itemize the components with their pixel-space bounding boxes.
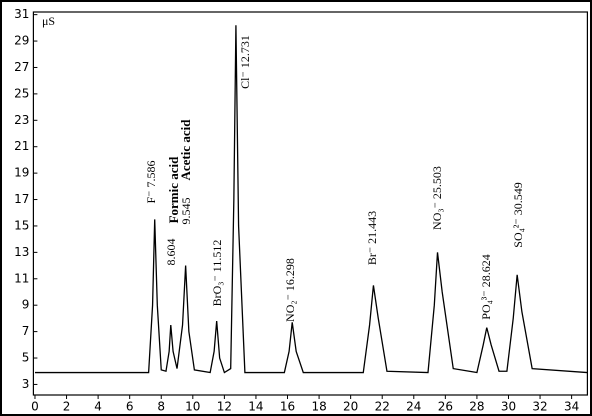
- peak-label: F⁻ 7.586: [144, 160, 158, 203]
- x-tick-label: 10: [185, 400, 200, 414]
- x-tick-label: 2: [63, 400, 71, 414]
- y-tick-label: 23: [14, 113, 29, 127]
- peak-label: Formic acid: [166, 156, 181, 224]
- peak-label: Br⁻ 21.443: [365, 211, 379, 265]
- y-tick-label: 25: [14, 86, 29, 100]
- x-tick-label: 8: [157, 400, 165, 414]
- trace: [34, 25, 588, 374]
- y-tick-label: 17: [14, 192, 29, 206]
- x-tick-label: 26: [438, 400, 453, 414]
- y-tick-label: 19: [14, 166, 29, 180]
- x-tick-label: 16: [280, 400, 295, 414]
- peak-label: 8.604: [164, 239, 178, 266]
- x-tick-label: 34: [564, 400, 579, 414]
- y-tick-label: 9: [22, 298, 30, 312]
- y-tick-label: 5: [22, 351, 30, 365]
- peak-label: PO₄³⁻ 28.624: [479, 254, 493, 319]
- peak-label: Cl⁻ 12.731: [238, 35, 252, 89]
- x-tick-label: 32: [532, 400, 547, 414]
- x-tick-label: 20: [343, 400, 358, 414]
- x-tick-label: 28: [469, 400, 484, 414]
- y-tick-label: 31: [14, 7, 29, 21]
- x-tick-label: 22: [375, 400, 390, 414]
- y-tick-label: 15: [14, 218, 29, 232]
- peak-label: NO₂⁻ 16.298: [283, 258, 297, 322]
- peak-label: 9.545: [179, 198, 193, 225]
- peak-label: NO₃⁻ 25.503: [430, 166, 444, 230]
- x-tick-label: 18: [311, 400, 326, 414]
- plot-frame: [32, 11, 589, 396]
- y-tick-label: 21: [14, 139, 29, 153]
- x-tick-label: 4: [94, 400, 102, 414]
- y-tick-label: 11: [14, 271, 29, 285]
- peak-label: BrO₃⁻ 11.512: [210, 240, 224, 307]
- y-tick-label: 27: [14, 60, 29, 74]
- y-axis-label: μS: [42, 14, 55, 28]
- peak-label: SO₄²⁻ 30.549: [511, 182, 525, 247]
- x-tick-label: 6: [126, 400, 134, 414]
- y-tick-label: 29: [14, 34, 29, 48]
- y-tick-label: 13: [14, 245, 29, 259]
- y-tick-label: 7: [22, 324, 30, 338]
- y-tick-label: 3: [22, 377, 30, 391]
- x-tick-label: 14: [248, 400, 263, 414]
- x-tick-label: 0: [31, 400, 39, 414]
- x-tick-label: 30: [501, 400, 516, 414]
- peak-label: Acetic acid: [178, 119, 193, 181]
- x-tick-label: 12: [217, 400, 232, 414]
- x-tick-label: 24: [406, 400, 421, 414]
